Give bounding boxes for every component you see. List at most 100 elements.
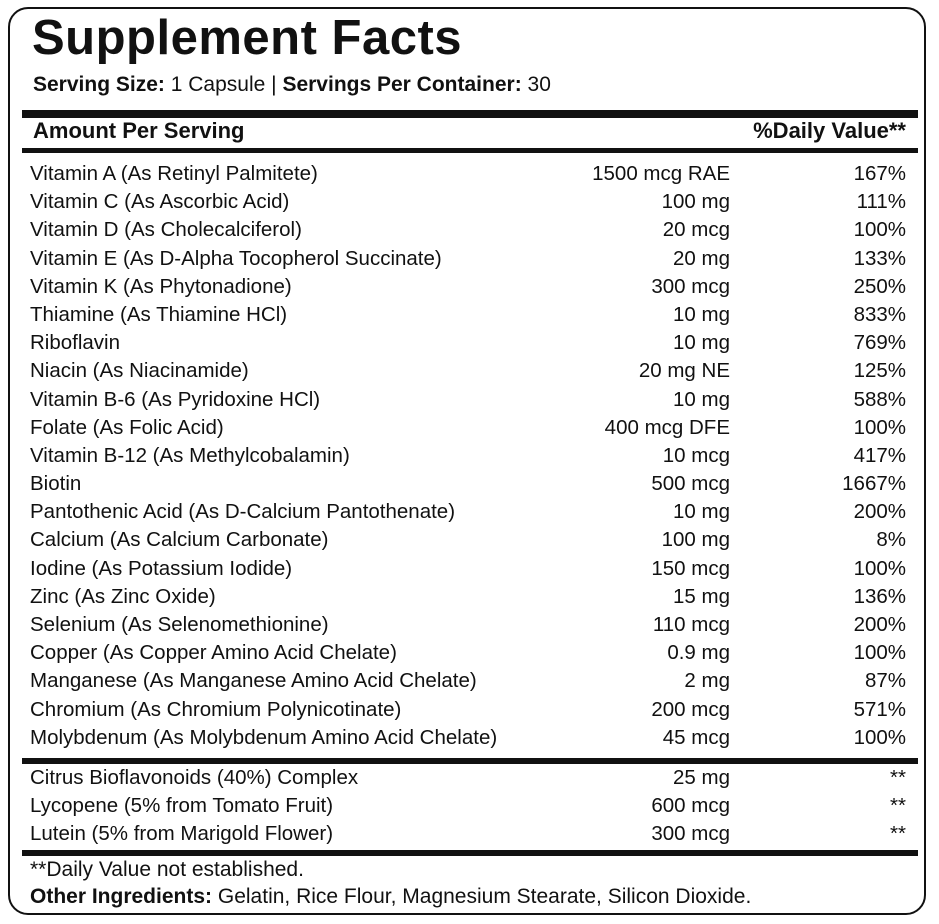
nutrient-name: Chromium (As Chromium Polynicotinate): [30, 697, 402, 721]
nutrient-amount: 0.9 mg: [667, 641, 730, 665]
supplement-facts-panel: [8, 7, 926, 915]
nutrient-dv: 417%: [853, 443, 906, 467]
nutrient-dv: 100%: [853, 641, 906, 665]
nutrient-dv: 200%: [853, 613, 906, 636]
nutrient-amount: 10 mg: [673, 302, 730, 326]
nutrient-dv: 571%: [853, 697, 906, 721]
nutrient-row: Vitamin E (As D-Alpha Tocopherol Succina…: [30, 245, 906, 273]
nutrient-dv: 200%: [853, 500, 906, 524]
label-title: Supplement Facts: [32, 11, 463, 65]
nutrient-dv: 125%: [853, 359, 906, 383]
nutrient-name: Vitamin K (As Phytonadione): [30, 274, 292, 298]
nutrient-row: Vitamin D (As Cholecalciferol) 20 mcg 100%: [30, 216, 906, 244]
dv-header: %Daily Value**: [753, 118, 906, 143]
servings-per-container-value: 30: [527, 73, 551, 96]
nutrient-name: Thiamine (As Thiamine HCl): [30, 302, 288, 326]
divider: [22, 758, 918, 764]
nutrient-dv: 100%: [853, 415, 906, 439]
nutrient-dv: 167%: [853, 162, 906, 185]
nutrient-name: Vitamin A (As Retinyl Palmitete): [30, 162, 318, 185]
serving-info: Serving Size: 1 Capsule | Servings Per C…: [33, 73, 551, 97]
nutrient-dv: 833%: [853, 302, 906, 326]
nutrient-name: Zinc (As Zinc Oxide): [30, 584, 216, 608]
nutrient-dv: 111%: [856, 190, 906, 214]
nutrient-name: Vitamin D (As Cholecalciferol): [30, 218, 302, 242]
nutrient-dv: 136%: [853, 584, 906, 608]
nutrient-dv: **: [890, 794, 906, 818]
separator: |: [271, 73, 277, 96]
amount-header: Amount Per Serving: [33, 118, 245, 143]
nutrient-row: Niacin (As Niacinamide) 20 mg NE 125%: [30, 357, 906, 385]
servings-per-container-label: Servings Per Container:: [282, 73, 522, 96]
other-ingredients-label: Other Ingredients:: [30, 885, 213, 908]
nutrient-name: Vitamin C (As Ascorbic Acid): [30, 190, 290, 214]
nutrient-name: Pantothenic Acid (As D-Calcium Pantothen…: [30, 500, 456, 524]
nutrient-row: Lycopene (5% from Tomato Fruit) 600 mcg **: [30, 792, 906, 820]
other-nutrient-list: Citrus Bioflavonoids (40%) Complex 25 mg *…: [30, 764, 906, 849]
divider-thick: [22, 110, 918, 118]
nutrient-amount: 150 mcg: [651, 556, 730, 580]
nutrient-name: Vitamin B-6 (As Pyridoxine HCl): [30, 387, 321, 411]
nutrient-dv: 100%: [853, 556, 906, 580]
divider: [22, 850, 918, 856]
nutrient-amount: 100 mg: [661, 190, 730, 214]
nutrient-row: Vitamin C (As Ascorbic Acid) 100 mg 111%: [30, 188, 906, 216]
nutrient-name: Lycopene (5% from Tomato Fruit): [30, 794, 334, 818]
nutrient-amount: 400 mcg DFE: [604, 415, 730, 439]
nutrient-row: Zinc (As Zinc Oxide) 15 mg 136%: [30, 583, 906, 611]
nutrient-name: Molybdenum (As Molybdenum Amino Acid Che…: [30, 725, 498, 749]
nutrient-name: Selenium (As Selenomethionine): [30, 613, 329, 636]
nutrient-row: Lutein (5% from Marigold Flower) 300 mcg *…: [30, 820, 906, 848]
nutrient-dv: 769%: [853, 331, 906, 355]
nutrient-dv: 8%: [876, 528, 906, 552]
serving-size-label: Serving Size:: [33, 73, 165, 96]
nutrient-row: Thiamine (As Thiamine HCl) 10 mg 833%: [30, 301, 906, 329]
table-header: Amount Per Serving %Daily Value**: [33, 118, 906, 144]
nutrient-amount: 10 mcg: [662, 443, 730, 467]
nutrient-amount: 300 mcg: [651, 274, 730, 298]
nutrient-row: Vitamin B-6 (As Pyridoxine HCl) 10 mg 588%: [30, 386, 906, 414]
nutrient-row: Pantothenic Acid (As D-Calcium Pantothen…: [30, 498, 906, 526]
nutrient-amount: 1500 mcg RAE: [592, 162, 730, 185]
nutrient-amount: 2 mg: [684, 669, 730, 693]
nutrient-amount: 10 mg: [673, 387, 730, 411]
other-ingredients: Other Ingredients: Gelatin, Rice Flour, …: [30, 885, 751, 909]
nutrient-row: Manganese (As Manganese Amino Acid Chela…: [30, 667, 906, 695]
nutrient-dv: 1667%: [842, 472, 906, 496]
nutrient-row: Vitamin B-12 (As Methylcobalamin) 10 mcg 4…: [30, 442, 906, 470]
nutrient-name: Manganese (As Manganese Amino Acid Chela…: [30, 669, 477, 693]
nutrient-name: Iodine (As Potassium Iodide): [30, 556, 293, 580]
nutrient-amount: 10 mg: [673, 500, 730, 524]
nutrient-amount: 45 mcg: [662, 725, 730, 749]
nutrient-name: Lutein (5% from Marigold Flower): [30, 822, 334, 846]
nutrient-dv: **: [890, 822, 906, 846]
nutrient-dv: 133%: [853, 246, 906, 270]
nutrient-amount: 10 mg: [673, 331, 730, 355]
nutrient-amount: 600 mcg: [651, 794, 730, 818]
nutrient-amount: 25 mg: [673, 766, 730, 789]
footnote: **Daily Value not established.: [30, 858, 304, 881]
serving-size-value: 1 Capsule: [170, 73, 266, 96]
nutrient-dv: 588%: [853, 387, 906, 411]
nutrient-amount: 500 mcg: [651, 472, 730, 496]
nutrient-row: Vitamin K (As Phytonadione) 300 mcg 250%: [30, 273, 906, 301]
nutrient-amount: 20 mg NE: [638, 359, 730, 383]
nutrient-row: Biotin 500 mcg 1667%: [30, 470, 906, 498]
nutrient-dv: 100%: [853, 218, 906, 242]
nutrient-name: Citrus Bioflavonoids (40%) Complex: [30, 766, 359, 789]
nutrient-amount: 100 mg: [661, 528, 730, 552]
nutrient-dv: 250%: [853, 274, 906, 298]
nutrient-dv: **: [890, 766, 906, 789]
nutrient-list: Vitamin A (As Retinyl Palmitete) 1500 mcg…: [30, 160, 906, 752]
other-ingredients-value: Gelatin, Rice Flour, Magnesium Stearate,…: [217, 885, 752, 908]
nutrient-name: Niacin (As Niacinamide): [30, 359, 249, 383]
nutrient-dv: 100%: [853, 725, 906, 749]
nutrient-name: Copper (As Copper Amino Acid Chelate): [30, 641, 397, 665]
nutrient-name: Folate (As Folic Acid): [30, 415, 224, 439]
nutrient-amount: 200 mcg: [651, 697, 730, 721]
nutrient-amount: 300 mcg: [651, 822, 730, 846]
nutrient-dv: 87%: [864, 669, 906, 693]
nutrient-name: Calcium (As Calcium Carbonate): [30, 528, 329, 552]
nutrient-amount: 20 mcg: [662, 218, 730, 242]
nutrient-row: Selenium (As Selenomethionine) 110 mcg 200…: [30, 611, 906, 639]
